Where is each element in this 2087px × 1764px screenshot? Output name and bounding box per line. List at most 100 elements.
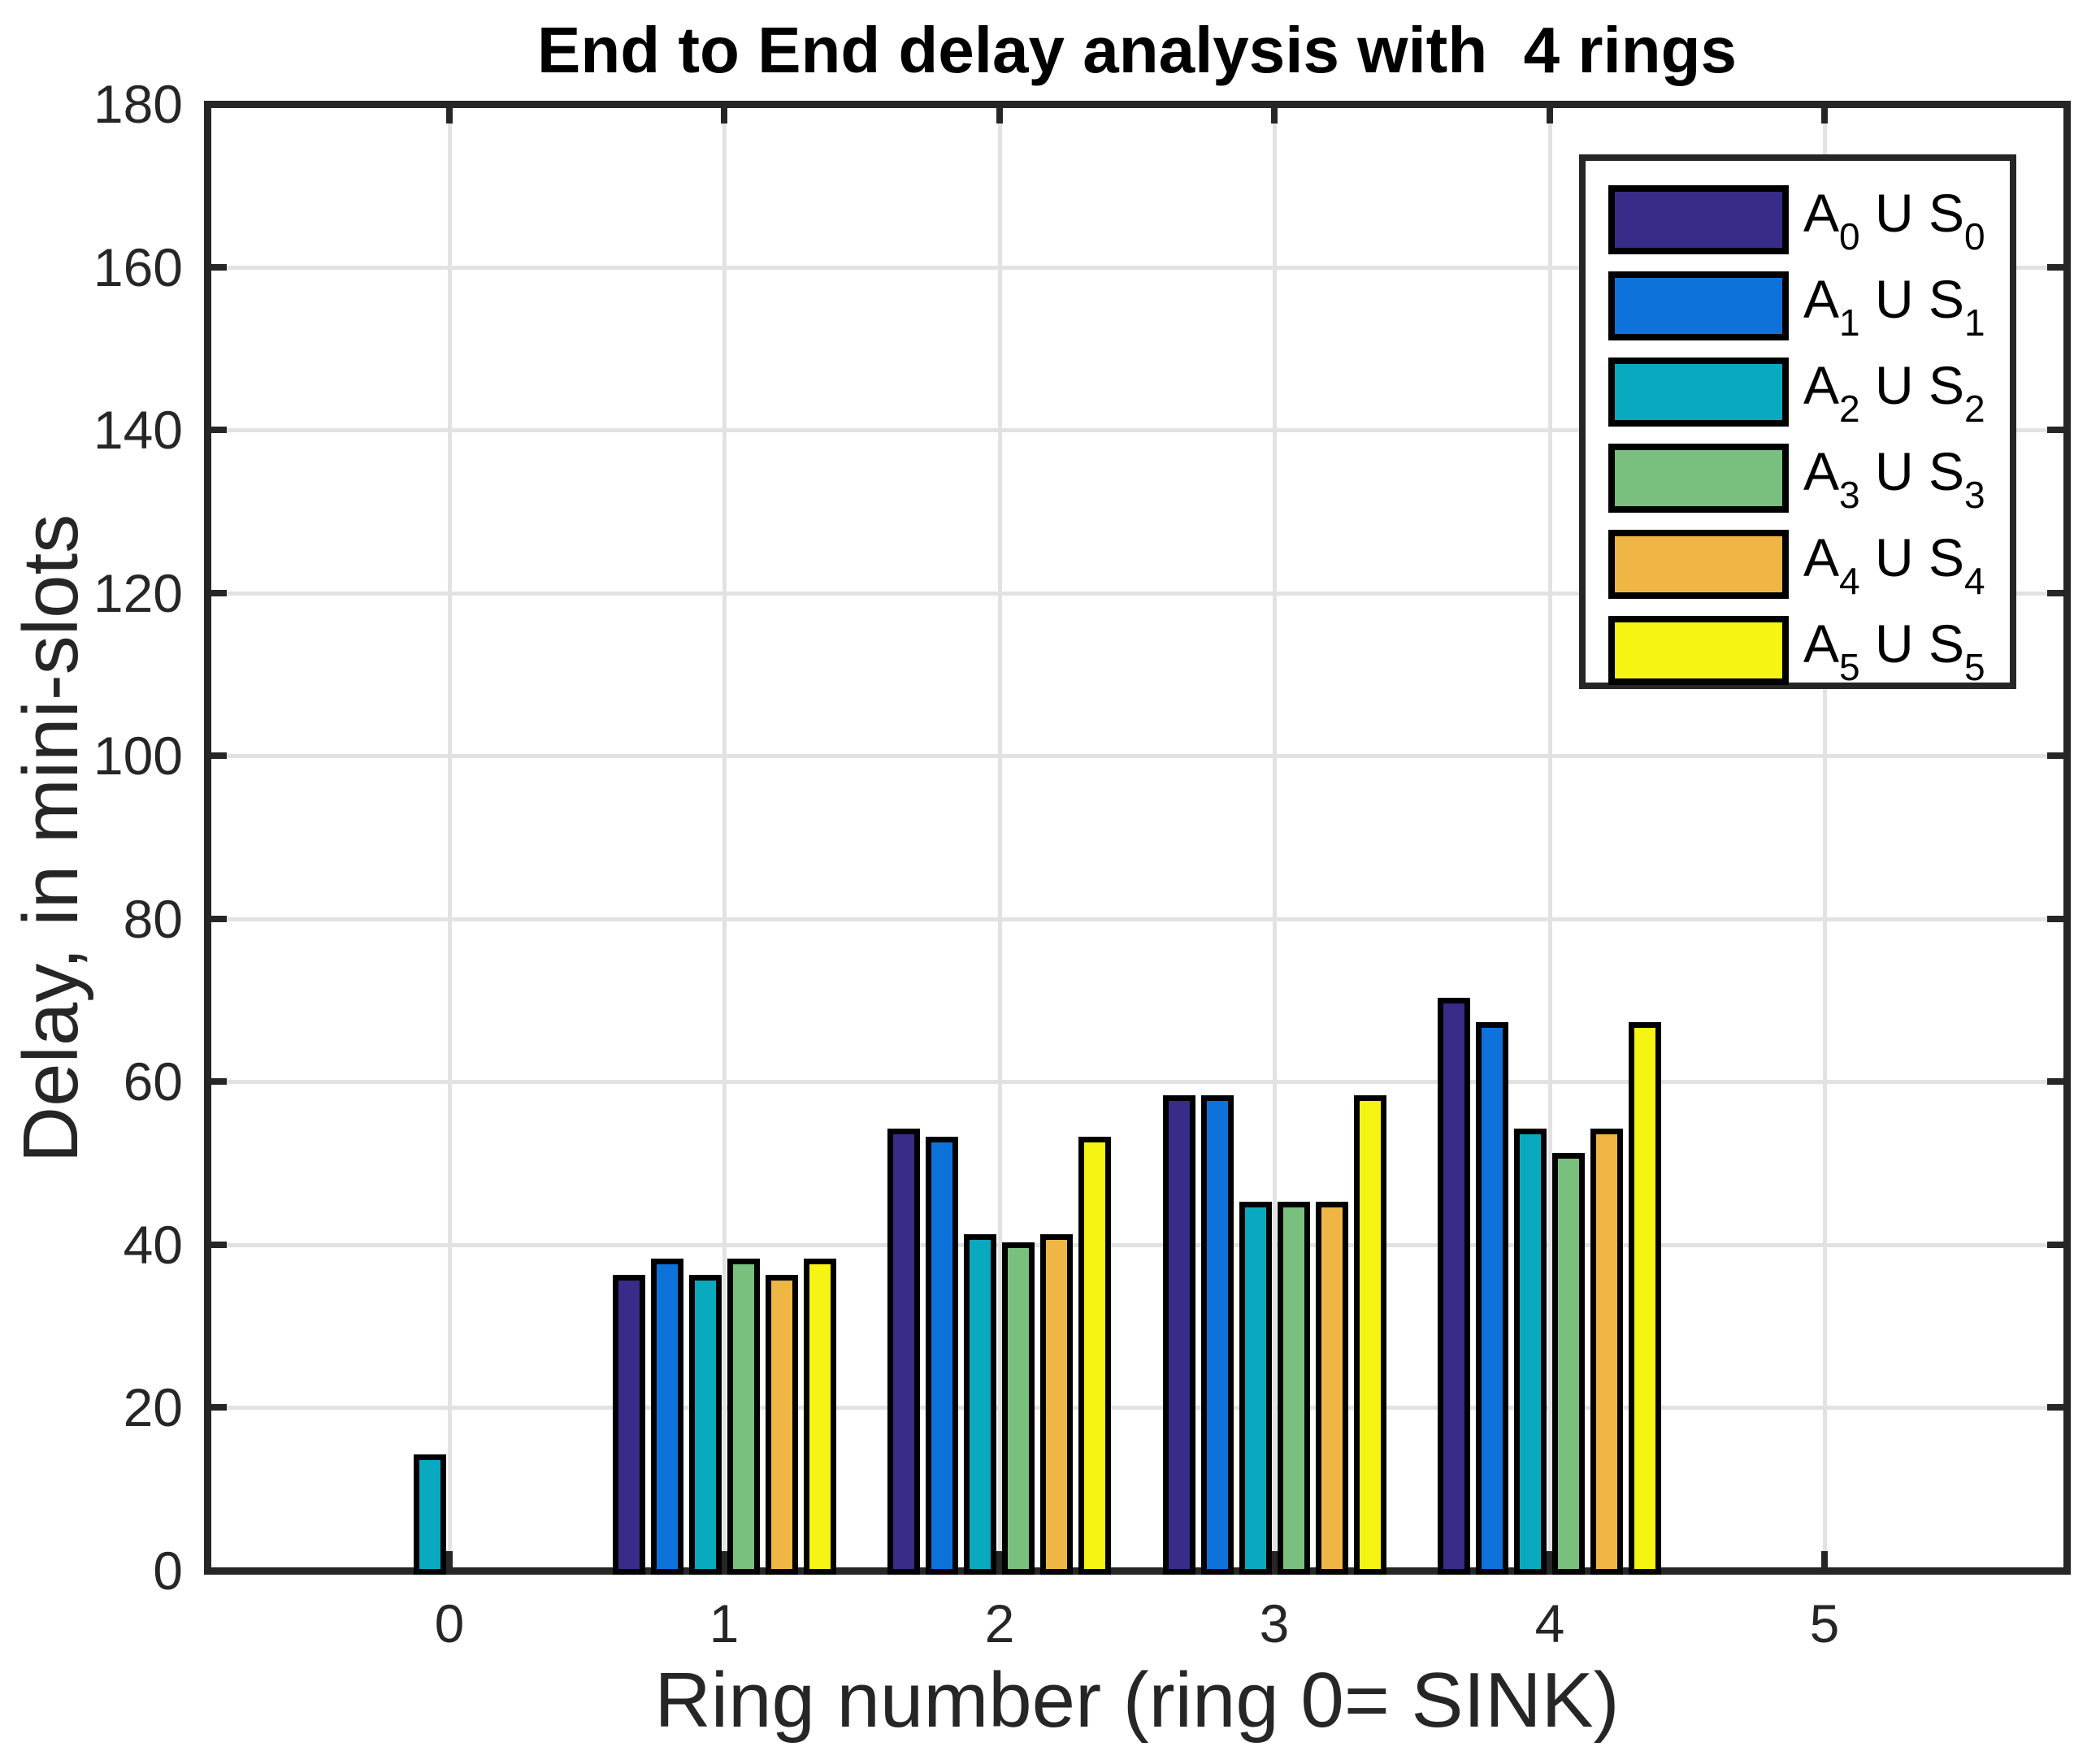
chart-title: End to End delay analysis with 4 rings — [537, 14, 1737, 86]
y-tick-left-120 — [207, 590, 227, 596]
legend-text-main: A — [1803, 183, 1840, 243]
legend-text-mid: U S — [1859, 269, 1964, 329]
y-gridline-60 — [207, 1080, 2067, 1084]
x-tick-top-0 — [446, 104, 453, 124]
y-tick-right-40 — [2047, 1242, 2067, 1248]
bar-A_4US_4-ring1 — [766, 1275, 798, 1575]
legend-swatch-A_5US_5 — [1608, 616, 1789, 685]
y-tick-label-0: 0 — [153, 1541, 183, 1601]
y-gridline-20 — [207, 1406, 2067, 1410]
x-tick-top-2 — [996, 104, 1003, 124]
legend-text-sub2: 1 — [1963, 301, 1985, 344]
y-tick-label-80: 80 — [123, 889, 183, 949]
legend-label-A_0US_0: A0 U S0 — [1803, 179, 1985, 258]
y-tick-label-60: 60 — [123, 1051, 183, 1112]
legend-text-sub2: 3 — [1963, 474, 1985, 516]
legend-text-main: A — [1803, 441, 1840, 501]
legend-text-sub1: 2 — [1839, 388, 1860, 430]
y-tick-left-160 — [207, 264, 227, 271]
x-gridline-2 — [998, 104, 1002, 1571]
y-tick-right-120 — [2047, 590, 2067, 596]
legend-text-sub2: 2 — [1963, 388, 1985, 430]
legend-label-A_4US_4: A4 U S4 — [1803, 523, 1985, 602]
bar-A_1US_1-ring4 — [1476, 1022, 1508, 1575]
legend-label-A_3US_3: A3 U S3 — [1803, 437, 1985, 516]
x-tick-top-3 — [1271, 104, 1278, 124]
bar-A_3US_3-ring2 — [1002, 1242, 1035, 1575]
y-tick-label-180: 180 — [93, 74, 183, 134]
y-tick-right-100 — [2047, 752, 2067, 759]
bar-A_4US_4-ring4 — [1590, 1129, 1623, 1575]
bar-A_3US_3-ring3 — [1278, 1202, 1310, 1575]
x-tick-bottom-3 — [1271, 1551, 1278, 1571]
x-tick-bottom-1 — [721, 1551, 727, 1571]
y-tick-label-160: 160 — [93, 237, 183, 297]
y-tick-right-140 — [2047, 427, 2067, 433]
bar-A_2US_2-ring4 — [1514, 1129, 1547, 1575]
x-gridline-3 — [1273, 104, 1277, 1571]
legend: A0 U S0 A1 U S1 A2 U S2 A3 U S3 A4 U S4 A5 U … — [1579, 154, 2016, 689]
bar-A_5US_5-ring2 — [1078, 1137, 1111, 1575]
legend-text-mid: U S — [1859, 183, 1964, 243]
x-axis-label: Ring number (ring 0= SINK) — [654, 1657, 1620, 1744]
y-tick-left-100 — [207, 752, 227, 759]
bar-A_2US_2-ring3 — [1239, 1202, 1272, 1575]
y-tick-right-20 — [2047, 1404, 2067, 1411]
bar-A_0US_0-ring4 — [1438, 998, 1470, 1575]
y-tick-left-20 — [207, 1404, 227, 1411]
legend-text-sub1: 0 — [1839, 215, 1860, 258]
bar-A_0US_0-ring3 — [1163, 1095, 1195, 1575]
bar-A_2US_2-ring2 — [964, 1234, 996, 1575]
x-tick-top-5 — [1821, 104, 1828, 124]
legend-text-mid: U S — [1859, 441, 1964, 501]
bar-A_5US_5-ring3 — [1354, 1095, 1386, 1575]
legend-text-sub2: 4 — [1963, 560, 1985, 602]
legend-text-sub1: 1 — [1839, 301, 1860, 344]
legend-label-A_5US_5: A5 U S5 — [1803, 609, 1985, 688]
legend-text-main: A — [1803, 527, 1840, 587]
y-tick-left-80 — [207, 916, 227, 922]
legend-label-A_1US_1: A1 U S1 — [1803, 265, 1985, 344]
legend-text-sub2: 5 — [1963, 646, 1985, 688]
y-tick-right-160 — [2047, 264, 2067, 271]
legend-text-mid: U S — [1859, 527, 1964, 587]
bar-A_3US_3-ring1 — [727, 1259, 760, 1575]
x-tick-label-1: 1 — [709, 1593, 740, 1653]
y-tick-right-80 — [2047, 916, 2067, 922]
x-tick-label-2: 2 — [984, 1593, 1015, 1653]
y-gridline-120 — [207, 592, 2067, 596]
bar-A_5US_5-ring1 — [804, 1259, 836, 1575]
bar-A_1US_1-ring1 — [651, 1259, 683, 1575]
y-tick-right-60 — [2047, 1078, 2067, 1085]
bar-A_4US_4-ring3 — [1316, 1202, 1348, 1575]
y-gridline-160 — [207, 266, 2067, 270]
x-gridline-4 — [1548, 104, 1552, 1571]
y-tick-left-40 — [207, 1242, 227, 1248]
x-tick-bottom-4 — [1547, 1551, 1553, 1571]
x-tick-top-1 — [721, 104, 727, 124]
legend-text-mid: U S — [1859, 613, 1964, 674]
bar-A_3US_3-ring4 — [1552, 1153, 1585, 1575]
x-gridline-5 — [1823, 104, 1827, 1571]
y-tick-label-140: 140 — [93, 400, 183, 460]
y-gridline-140 — [207, 428, 2067, 432]
y-tick-label-20: 20 — [123, 1377, 183, 1437]
x-tick-bottom-2 — [996, 1551, 1003, 1571]
bar-A_0US_0-ring1 — [613, 1275, 645, 1575]
legend-text-mid: U S — [1859, 355, 1964, 415]
bar-A_0US_0-ring2 — [887, 1129, 920, 1575]
legend-text-sub1: 3 — [1839, 474, 1860, 516]
x-tick-label-3: 3 — [1259, 1593, 1290, 1653]
y-tick-label-40: 40 — [123, 1215, 183, 1275]
y-gridline-100 — [207, 754, 2067, 758]
legend-swatch-A_4US_4 — [1608, 530, 1789, 599]
legend-text-main: A — [1803, 613, 1840, 674]
legend-text-main: A — [1803, 355, 1840, 415]
y-tick-label-120: 120 — [93, 563, 183, 623]
legend-swatch-A_2US_2 — [1608, 358, 1789, 427]
legend-text-sub2: 0 — [1963, 215, 1985, 258]
x-gridline-1 — [722, 104, 727, 1571]
bar-A_2US_2-ring0 — [414, 1454, 446, 1575]
y-gridline-40 — [207, 1243, 2067, 1247]
